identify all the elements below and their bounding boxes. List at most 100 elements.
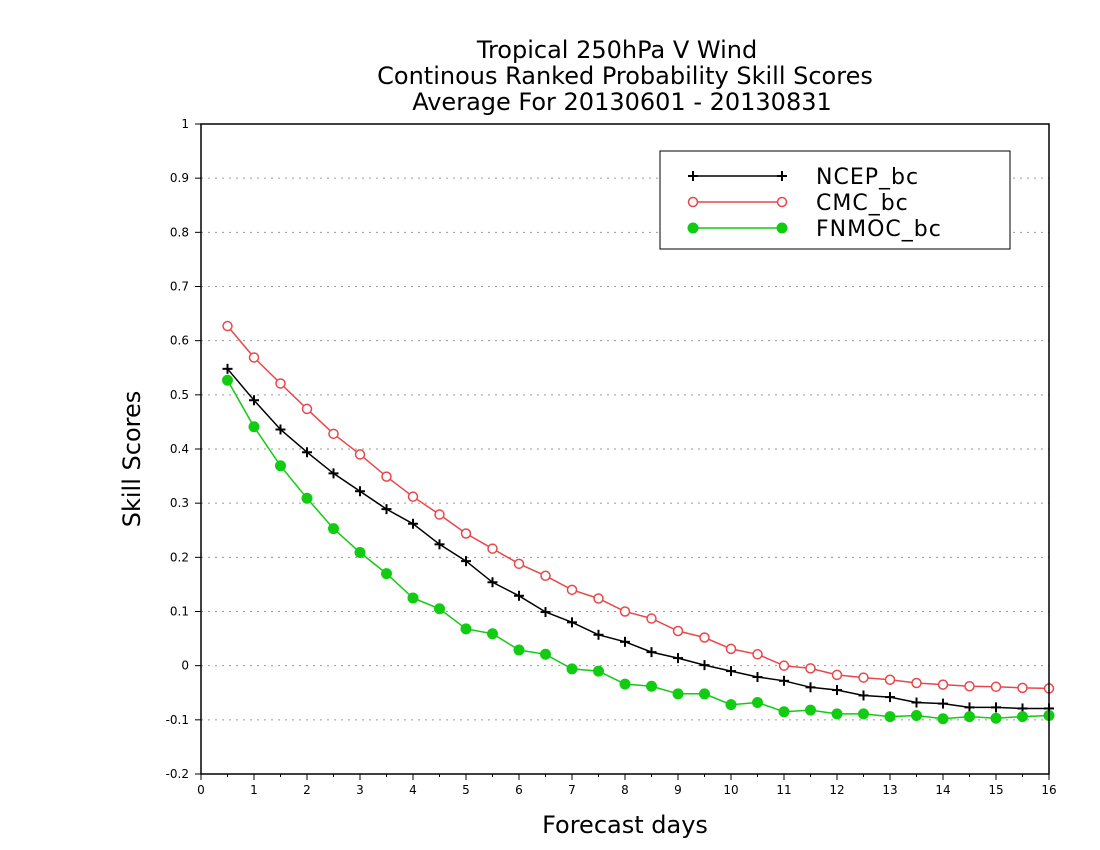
data-point [885,692,895,703]
y-tick-label: -0.1 [166,713,189,727]
y-tick-label: 0.4 [170,442,189,456]
data-point [991,702,1001,713]
data-point [778,706,790,718]
legend-marker [776,222,788,234]
data-point [832,685,842,696]
data-point [752,649,763,660]
y-tick-label: 0.5 [170,388,189,402]
data-point [725,699,737,711]
x-tick-label: 0 [197,783,205,797]
data-point [354,449,366,460]
data-point [911,697,922,708]
y-tick-label: 0.7 [170,280,189,294]
data-point [381,471,392,482]
data-point [858,690,869,701]
data-point [752,697,763,708]
y-tick-label: 0.6 [170,334,189,348]
data-point [646,647,657,658]
x-tick-label: 5 [462,783,470,797]
x-tick-label: 16 [1041,783,1056,797]
legend-box [659,150,1011,250]
data-point [699,688,710,700]
data-point [672,688,684,700]
data-point [222,320,233,332]
x-axis: 0 1 2 3 4 5 6 7 8 9 10 11 12 13 14 15 16 [197,774,1057,797]
data-point [540,570,551,581]
data-point [620,636,630,647]
data-point [937,679,949,690]
data-point [593,629,604,640]
data-point [460,528,472,539]
data-point [805,704,816,716]
x-tick-label: 11 [776,783,791,797]
data-point [831,708,843,720]
data-point [328,523,339,535]
data-point [699,660,710,671]
data-point [567,617,577,628]
x-tick-label: 9 [674,783,682,797]
data-point [911,710,922,721]
series-CMC_bc [222,320,1055,694]
data-point [407,491,419,502]
data-point [275,378,286,389]
data-point [328,468,339,479]
data-point [354,546,366,558]
data-point [593,665,604,677]
x-tick-label: 12 [829,783,844,797]
data-point [248,352,260,363]
legend-entry: CMC_bc [687,191,908,216]
x-tick-label: 6 [515,783,523,797]
y-tick-label: 1 [181,117,189,131]
data-point [460,623,472,635]
data-point [275,460,286,472]
y-tick-label: -0.2 [166,767,189,781]
title-line-2: Continous Ranked Probability Skill Score… [377,62,873,90]
data-point [275,424,286,435]
data-point [434,603,445,615]
x-tick-label: 13 [882,783,897,797]
data-point [858,672,869,683]
data-point [646,680,657,692]
data-point [513,644,525,656]
data-point [619,606,631,617]
data-point [461,556,471,567]
series-line [226,368,1049,710]
data-point [778,660,790,671]
x-tick-label: 7 [568,783,576,797]
data-point [487,577,498,588]
data-point [805,682,816,693]
data-point [646,613,657,624]
title-line-1: Tropical 250hPa V Wind [476,36,757,64]
legend-entry: FNMOC_bc [687,217,942,242]
y-tick-label: 0.2 [170,550,189,564]
data-point [752,672,763,683]
data-point [1017,682,1028,694]
data-point [381,568,392,580]
data-point [566,663,578,675]
data-point [858,708,869,720]
data-point [301,403,313,415]
legend-marker [688,171,698,181]
legend-marker [687,222,699,234]
data-point [249,395,259,406]
data-point [222,374,233,386]
data-point [726,666,736,677]
data-point [434,539,445,550]
x-tick-label: 10 [723,783,738,797]
data-point [328,428,339,440]
data-point [487,628,498,640]
data-point [434,509,445,520]
data-point [514,590,524,601]
series-line [226,325,1050,690]
legend-label: NCEP_bc [816,165,919,190]
legend-label: FNMOC_bc [816,217,942,242]
x-tick-label: 3 [356,783,364,797]
data-point [1017,711,1028,723]
y-axis-label: Skill Scores [118,391,146,528]
data-point [831,669,843,681]
data-point [673,653,683,664]
data-point [964,711,975,723]
x-tick-label: 4 [409,783,417,797]
y-axis: -0.2 -0.1 0 0.1 0.2 0.3 0.4 0.5 0.6 0.7 0.8 0.9 1 [166,117,201,781]
